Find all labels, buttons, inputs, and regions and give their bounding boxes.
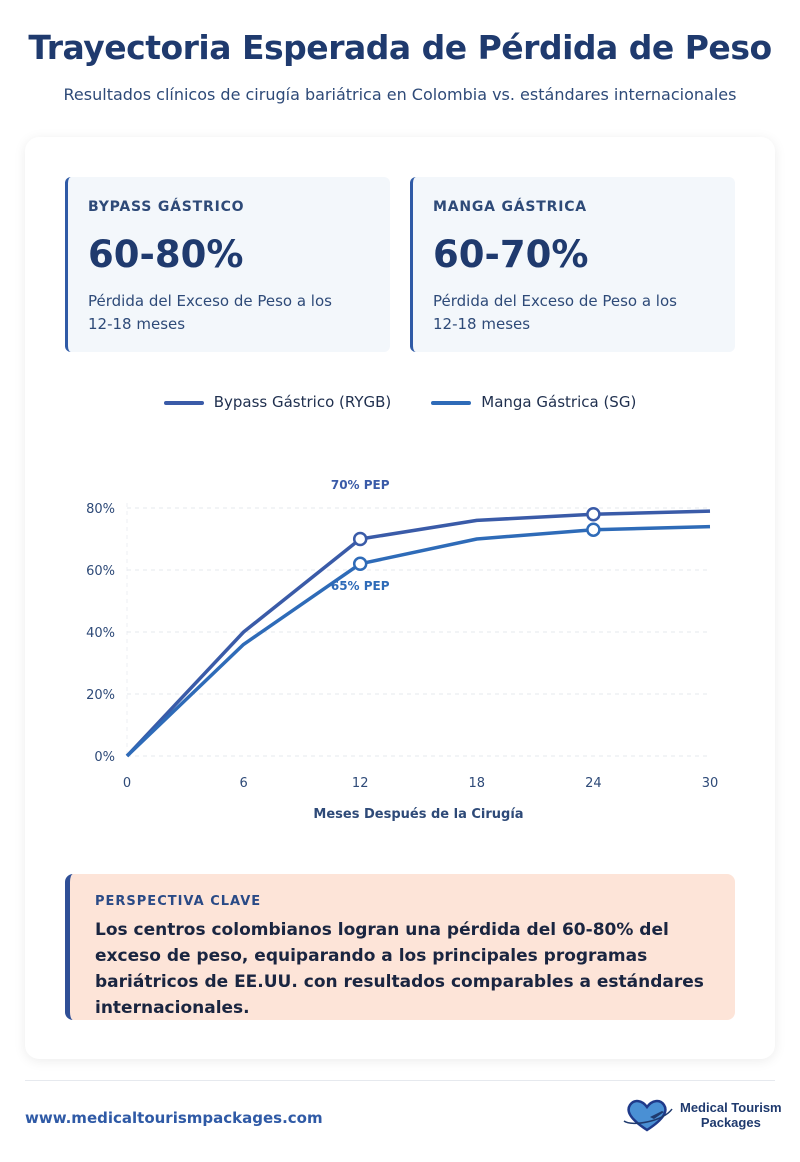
stat-value: 60-80% [88,233,244,276]
x-tick-label: 24 [585,776,602,791]
x-tick-label: 12 [352,776,369,791]
data-point-marker [352,531,368,547]
stat-label: MANGA GÁSTRICA [433,199,587,215]
annotation-label: 65% PEP [331,579,390,593]
logo: Medical Tourism Packages [620,1097,782,1133]
x-tick-label: 6 [239,776,247,791]
logo-text: Medical Tourism Packages [680,1100,782,1130]
stat-description: Pérdida del Exceso de Peso a los 12-18 m… [88,292,332,333]
series-line-0 [125,509,711,758]
y-tick-label: 60% [86,564,115,579]
key-insight: PERSPECTIVA CLAVE Los centros colombiano… [65,874,735,1020]
data-point-marker [586,522,601,537]
legend-swatch [431,400,472,405]
main-card: BYPASS GÁSTRICO 60-80% Pérdida del Exces… [25,137,775,1059]
footer-divider [25,1080,775,1081]
heart-plane-icon [623,1099,673,1132]
data-point-marker [352,556,368,572]
y-tick-label: 0% [94,750,115,765]
x-tick-label: 18 [469,776,486,791]
legend-item-sleeve[interactable]: Manga Gástrica (SG) [431,393,636,411]
weight-loss-chart: 0% 20% 40% 60% 80% 0 6 12 18 24 30 Meses Después de… [86,478,719,822]
series-line-1 [125,524,711,758]
x-tick-label: 30 [702,776,719,791]
x-tick-label: 0 [123,776,131,791]
y-tick-label: 40% [86,626,115,641]
footer-url[interactable]: www.medicaltourismpackages.com [25,1109,323,1127]
stat-value: 60-70% [433,233,589,276]
y-tick-label: 80% [86,502,115,517]
chart-legend: Bypass Gástrico (RYGB) Manga Gástrica (S… [25,393,775,411]
legend-item-bypass[interactable]: Bypass Gástrico (RYGB) [163,393,392,411]
annotation-label: 70% PEP [331,478,390,492]
legend-swatch [163,400,204,405]
stat-bypass: BYPASS GÁSTRICO 60-80% Pérdida del Exces… [65,177,390,352]
stat-description: Pérdida del Exceso de Peso a los 12-18 m… [433,292,677,333]
page-title: Trayectoria Esperada de Pérdida de Peso [28,28,772,67]
legend-label: Manga Gástrica (SG) [481,393,637,411]
y-tick-label: 20% [86,688,115,703]
stat-label: BYPASS GÁSTRICO [88,199,245,215]
page-subtitle: Resultados clínicos de cirugía bariátric… [63,85,737,104]
x-axis-label: Meses Después de la Cirugía [313,807,523,822]
data-point-marker [586,506,601,522]
insight-text: Los centros colombianos logran una pérdi… [95,920,704,1018]
legend-label: Bypass Gástrico (RYGB) [213,393,392,411]
insight-label: PERSPECTIVA CLAVE [95,894,262,909]
stat-sleeve: MANGA GÁSTRICA 60-70% Pérdida del Exceso… [410,177,735,352]
